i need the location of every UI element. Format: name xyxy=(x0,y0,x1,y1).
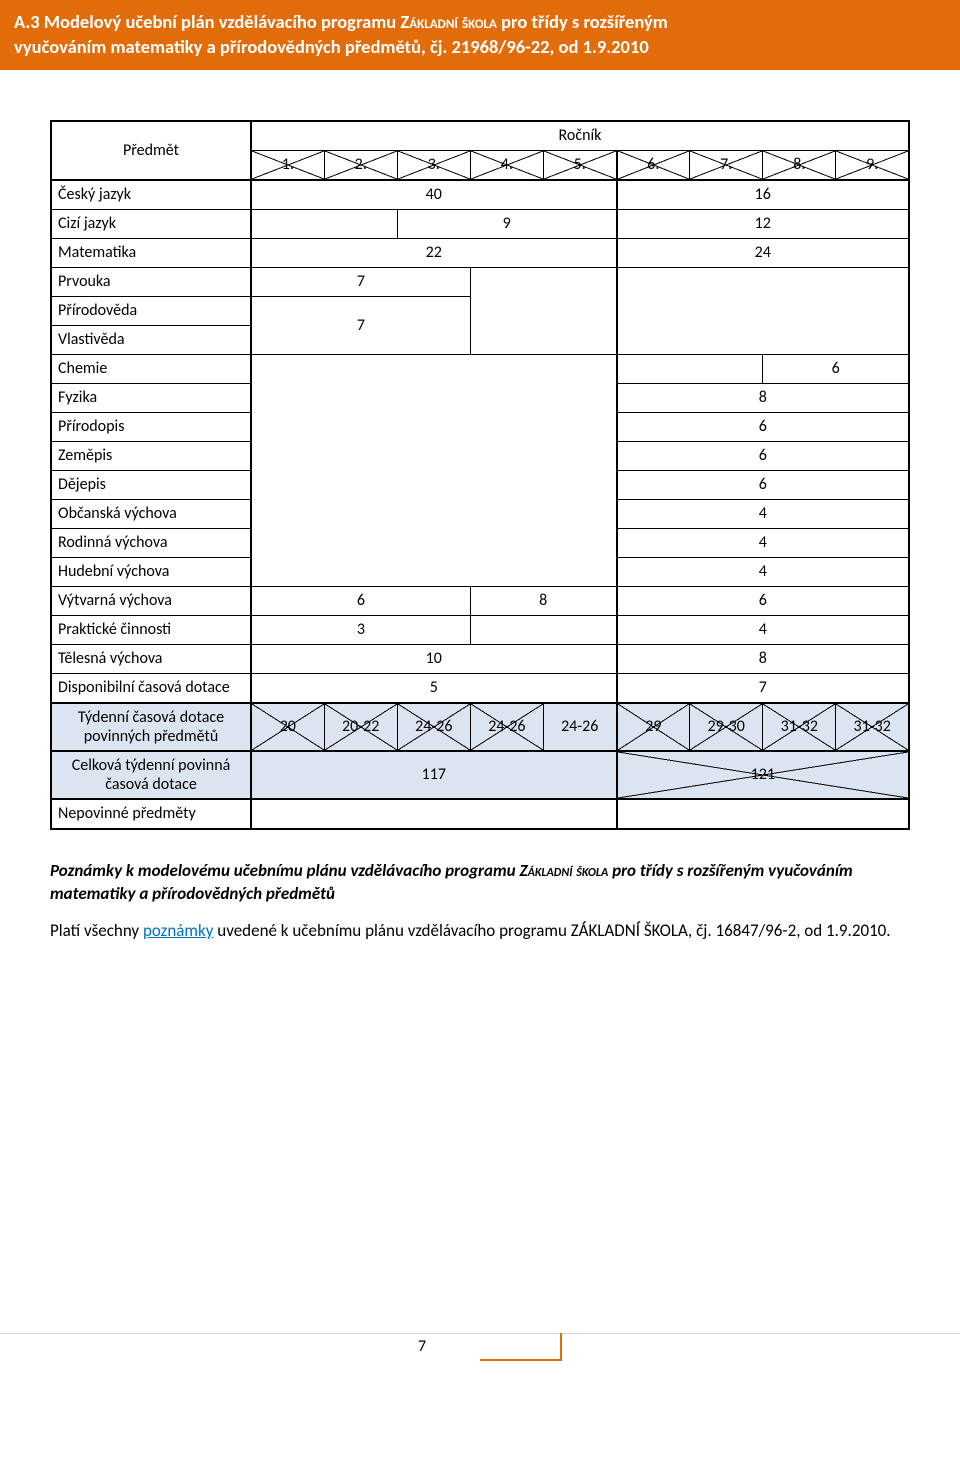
subject-vlastiveda: Vlastivěda xyxy=(51,325,251,354)
footer-accent xyxy=(480,1333,562,1361)
subject-prirodopis: Přírodopis xyxy=(51,412,251,441)
val-tyd-5: 24-26 xyxy=(543,703,616,751)
celkova-l1: Celková týdenní povinná xyxy=(72,756,231,775)
year-8: 8. xyxy=(763,150,836,180)
subject-prvouka: Prvouka xyxy=(51,267,251,296)
subject-tydenni: Týdenní časová dotace povinných předmětů xyxy=(51,703,251,751)
val-cizi-b: 9 xyxy=(397,209,616,238)
val-telesna-b: 8 xyxy=(617,644,909,673)
val-rodinna: 4 xyxy=(617,528,909,557)
val-chemie-empty xyxy=(251,354,617,586)
notes-p1-prefix: Poznámky k modelovému učebnímu plánu vzd… xyxy=(50,860,519,881)
year-5: 5. xyxy=(543,150,616,180)
header-line1-prefix: A.3 Modelový učební plán vzdělávacího pr… xyxy=(14,10,400,33)
subject-zemepis: Zeměpis xyxy=(51,441,251,470)
val-telesna-a: 10 xyxy=(251,644,617,673)
header-line1-caps: Základní škola xyxy=(400,10,496,33)
notes-p2: Platí všechny poznámky uvedené k učebním… xyxy=(50,920,910,943)
year-header: Ročník xyxy=(251,121,909,151)
val-mat-a: 22 xyxy=(251,238,617,267)
val-prakticke-b: 4 xyxy=(617,615,909,644)
val-prirodopis: 6 xyxy=(617,412,909,441)
val-prakticke-empty xyxy=(470,615,616,644)
val-cizi-empty xyxy=(251,209,397,238)
subject-cesky-jazyk: Český jazyk xyxy=(51,180,251,210)
val-tyd-7: 29-30 xyxy=(690,703,763,751)
celkova-l2: časová dotace xyxy=(105,775,197,794)
val-obcanska: 4 xyxy=(617,499,909,528)
notes-p1-caps: Základní škola xyxy=(519,860,608,881)
notes-p2-pre: Platí všechny xyxy=(50,920,143,941)
notes-link[interactable]: poznámky xyxy=(143,920,213,941)
year-6: 6. xyxy=(617,150,690,180)
val-fyzika: 8 xyxy=(617,383,909,412)
val-vytvarna-c: 6 xyxy=(617,586,909,615)
subject-disponibilni: Disponibilní časová dotace xyxy=(51,673,251,703)
page-footer: 7 xyxy=(0,1333,960,1374)
val-tyd-2: 20-22 xyxy=(324,703,397,751)
subject-matematika: Matematika xyxy=(51,238,251,267)
val-empty-45 xyxy=(470,267,616,354)
header-line1-suffix: pro třídy s rozšířeným xyxy=(497,10,668,33)
val-nepov-a xyxy=(251,799,617,829)
val-tyd-1: 20 xyxy=(251,703,324,751)
year-3: 3. xyxy=(397,150,470,180)
val-disp-b: 7 xyxy=(617,673,909,703)
subject-obcanska: Občanská výchova xyxy=(51,499,251,528)
page-number: 7 xyxy=(418,1337,426,1356)
subject-header: Předmět xyxy=(51,121,251,180)
subject-chemie: Chemie xyxy=(51,354,251,383)
subject-celkova: Celková týdenní povinná časová dotace xyxy=(51,751,251,799)
val-empty-6-9 xyxy=(617,267,909,354)
subject-fyzika: Fyzika xyxy=(51,383,251,412)
year-4: 4. xyxy=(470,150,543,180)
val-prvouka-a: 7 xyxy=(251,267,470,296)
val-tyd-4: 24-26 xyxy=(470,703,543,751)
notes-p1: Poznámky k modelovému učebnímu plánu vzd… xyxy=(50,860,910,906)
val-cizi-c: 12 xyxy=(617,209,909,238)
header-line2: vyučováním matematiky a přírodovědných p… xyxy=(14,35,649,58)
val-chemie-empty2 xyxy=(617,354,763,383)
subject-vytvarna: Výtvarná výchova xyxy=(51,586,251,615)
subject-hudebni: Hudební výchova xyxy=(51,557,251,586)
val-tyd-9: 31-32 xyxy=(836,703,909,751)
curriculum-table-wrap: Předmět Ročník 1. 2. 3. 4. 5. 6. 7. 8. 9… xyxy=(50,120,910,830)
year-1: 1. xyxy=(251,150,324,180)
val-nepov-b xyxy=(617,799,909,829)
subject-prakticke: Praktické činnosti xyxy=(51,615,251,644)
val-chemie: 6 xyxy=(763,354,909,383)
val-zemepis: 6 xyxy=(617,441,909,470)
year-9: 9. xyxy=(836,150,909,180)
val-hudebni-a: 6 xyxy=(251,586,470,615)
val-celkova-a: 117 xyxy=(251,751,617,799)
subject-prirodoveda: Přírodověda xyxy=(51,296,251,325)
tydenni-l2: povinných předmětů xyxy=(84,727,219,746)
subject-nepovinne: Nepovinné předměty xyxy=(51,799,251,829)
tydenni-l1: Týdenní časová dotace xyxy=(78,708,224,727)
notes: Poznámky k modelovému učebnímu plánu vzd… xyxy=(50,860,910,943)
subject-rodinna: Rodinná výchova xyxy=(51,528,251,557)
val-disp-a: 5 xyxy=(251,673,617,703)
year-2: 2. xyxy=(324,150,397,180)
subject-cizi-jazyk: Cizí jazyk xyxy=(51,209,251,238)
val-cesky-b: 16 xyxy=(617,180,909,210)
val-mat-b: 24 xyxy=(617,238,909,267)
val-prirodoveda: 7 xyxy=(251,296,470,354)
val-prakticke-a: 3 xyxy=(251,615,470,644)
val-celkova-b: 121 xyxy=(617,751,909,799)
val-tyd-8: 31-32 xyxy=(763,703,836,751)
section-header: A.3 Modelový učební plán vzdělávacího pr… xyxy=(0,0,960,70)
notes-p2-post: uvedené k učebnímu plánu vzdělávacího pr… xyxy=(213,920,890,941)
val-dejepis: 6 xyxy=(617,470,909,499)
val-hudebni-b: 8 xyxy=(470,586,616,615)
year-7: 7. xyxy=(690,150,763,180)
subject-telesna: Tělesná výchova xyxy=(51,644,251,673)
val-tyd-3: 24-26 xyxy=(397,703,470,751)
curriculum-table: Předmět Ročník 1. 2. 3. 4. 5. 6. 7. 8. 9… xyxy=(50,120,910,830)
val-cesky-a: 40 xyxy=(251,180,617,210)
val-tyd-6: 29 xyxy=(617,703,690,751)
val-hudebni-c: 4 xyxy=(617,557,909,586)
subject-dejepis: Dějepis xyxy=(51,470,251,499)
